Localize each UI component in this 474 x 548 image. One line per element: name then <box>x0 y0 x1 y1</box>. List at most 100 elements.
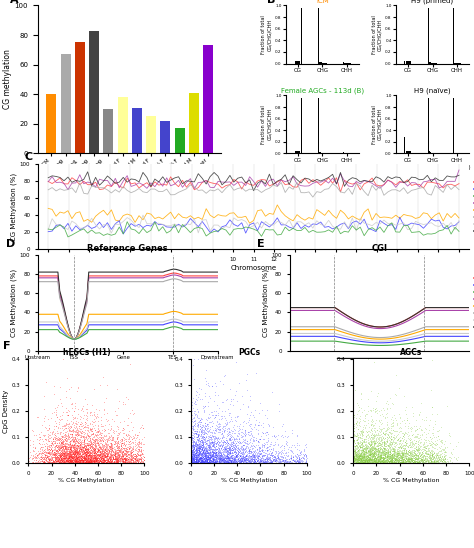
Point <box>197 426 204 435</box>
Bar <box>431 63 432 64</box>
Point <box>278 441 285 449</box>
Point <box>87 438 95 447</box>
Point <box>226 456 234 465</box>
Point <box>76 457 84 466</box>
Point <box>378 446 386 455</box>
Point <box>74 449 82 458</box>
Point <box>223 457 230 466</box>
Point <box>58 454 65 463</box>
Point <box>234 458 241 467</box>
Point <box>261 459 268 467</box>
Point <box>364 453 372 461</box>
Point <box>195 456 203 465</box>
Point <box>237 455 244 464</box>
Point <box>222 442 230 451</box>
Point <box>121 441 128 450</box>
Point <box>119 452 127 461</box>
Point <box>101 456 109 465</box>
Point <box>409 446 417 454</box>
Point <box>76 444 83 453</box>
Point <box>356 454 364 463</box>
Point <box>410 458 417 466</box>
Point <box>86 453 94 462</box>
Point <box>234 444 242 453</box>
Point <box>76 431 84 439</box>
Point <box>51 443 59 452</box>
Point <box>51 403 59 412</box>
Point <box>45 437 53 446</box>
Point <box>360 450 368 459</box>
Point <box>202 445 210 454</box>
Point <box>194 392 202 401</box>
Bar <box>430 62 431 64</box>
Point <box>212 381 220 390</box>
Point <box>70 442 78 451</box>
Point <box>430 449 438 458</box>
Point <box>192 455 200 464</box>
Point <box>356 436 364 445</box>
Point <box>379 442 386 451</box>
Point <box>61 436 68 445</box>
Point <box>57 458 65 467</box>
Point <box>416 448 423 456</box>
Point <box>87 458 94 467</box>
Point <box>91 453 99 461</box>
Point <box>77 452 84 461</box>
Point <box>381 450 388 459</box>
Point <box>117 435 124 444</box>
Point <box>360 444 367 453</box>
Point <box>128 452 135 461</box>
Point <box>415 446 422 455</box>
Point <box>87 457 95 466</box>
Point <box>101 439 109 448</box>
Point <box>77 433 85 442</box>
Point <box>363 443 370 452</box>
Point <box>59 458 67 466</box>
Point <box>103 456 111 465</box>
Point <box>81 458 88 467</box>
Point <box>49 450 57 459</box>
Point <box>119 455 127 464</box>
Point <box>188 421 196 430</box>
Point <box>38 448 46 457</box>
Point <box>108 452 115 461</box>
Point <box>355 433 363 442</box>
Point <box>69 454 77 463</box>
Point <box>207 439 215 448</box>
Point <box>72 419 80 428</box>
Point <box>231 456 238 465</box>
Point <box>57 451 64 460</box>
Point <box>358 457 365 466</box>
Point <box>188 433 195 442</box>
Point <box>205 443 212 452</box>
Point <box>90 428 97 437</box>
Point <box>111 448 119 456</box>
Point <box>351 431 358 440</box>
Point <box>53 446 60 455</box>
Point <box>90 448 98 457</box>
Point <box>74 452 82 460</box>
Point <box>89 453 96 461</box>
Point <box>382 457 389 466</box>
Point <box>201 437 209 446</box>
Point <box>406 436 414 444</box>
Point <box>115 456 122 465</box>
Point <box>79 458 86 467</box>
Point <box>138 457 146 466</box>
Point <box>391 458 399 467</box>
Point <box>62 444 70 453</box>
Point <box>425 458 432 466</box>
Point <box>111 452 118 460</box>
Point <box>78 455 85 464</box>
Point <box>80 449 87 458</box>
Point <box>252 452 259 461</box>
Point <box>283 449 290 458</box>
Point <box>222 458 230 467</box>
Point <box>418 450 425 459</box>
Point <box>357 453 365 462</box>
Point <box>60 458 68 466</box>
Point <box>361 454 369 463</box>
Point <box>63 434 70 443</box>
Point <box>198 458 206 467</box>
Point <box>67 452 75 460</box>
